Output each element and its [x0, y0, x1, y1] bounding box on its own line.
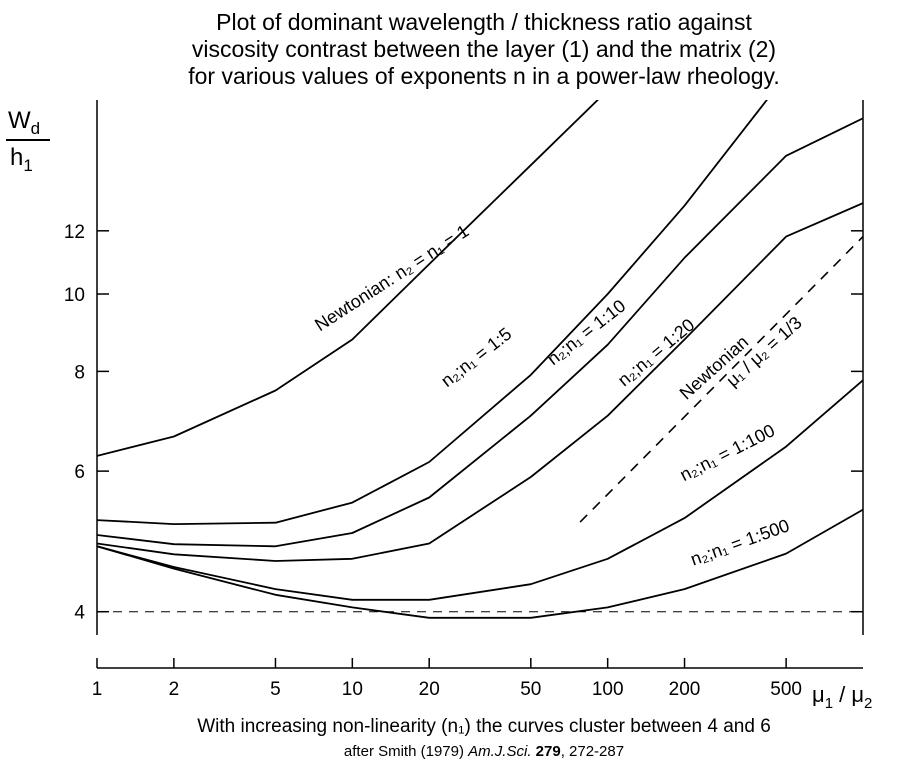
curve-label: n₂;n₁ = 1:100: [677, 420, 778, 485]
curve-label: n₂;n₁ = 1:500: [688, 515, 792, 569]
citation-part: , 272-287: [561, 743, 624, 760]
y-label-part: d: [31, 119, 40, 138]
curve: [97, 202, 863, 562]
x-label-part: 1: [825, 695, 833, 712]
dashed-curve: [579, 236, 863, 523]
y-tick-label: 12: [64, 222, 85, 243]
citation-part: Am.J.Sci.: [467, 743, 531, 760]
citation-part: 279: [531, 743, 560, 760]
y-tick-label: 4: [74, 603, 85, 624]
x-tick-label: 20: [419, 679, 440, 700]
title-line: viscosity contrast between the layer (1)…: [192, 36, 776, 62]
y-label-part: W: [8, 107, 31, 134]
x-label-part: μ: [812, 682, 825, 707]
x-tick-label: 500: [770, 679, 802, 700]
curve: [97, 117, 863, 548]
x-tick-label: 100: [592, 679, 624, 700]
y-label-part: 1: [23, 156, 32, 175]
x-label-part: 2: [864, 695, 872, 712]
curve-label: Newtonian: n₂ = n₁ = 1: [311, 221, 472, 335]
footer: With increasing non-linearity (n₁) the c…: [197, 716, 771, 737]
curve: [97, 100, 768, 525]
citation-part: after Smith (1979): [344, 743, 468, 760]
y-label-part: h: [10, 144, 23, 171]
title-line: Plot of dominant wavelength / thickness …: [216, 9, 752, 35]
y-label-bottom: h1: [10, 144, 33, 175]
plot-area: [97, 100, 863, 619]
curve: [97, 508, 863, 619]
y-label-top: Wd: [8, 107, 40, 138]
y-tick-label: 8: [74, 362, 85, 383]
x-tick-label: 5: [270, 679, 281, 700]
citation: after Smith (1979) Am.J.Sci. 279, 272-28…: [344, 743, 624, 760]
curve-label: n₂;n₁ = 1:10: [543, 296, 629, 369]
curve: [97, 100, 599, 457]
x-label-part: / μ: [833, 682, 864, 707]
x-tick-label: 50: [520, 679, 541, 700]
y-tick-label: 6: [74, 462, 85, 483]
curve: [97, 379, 863, 601]
x-tick-label: 1: [92, 679, 103, 700]
x-tick-label: 10: [342, 679, 363, 700]
x-tick-label: 200: [669, 679, 701, 700]
curve-label: n₂;n₁ = 1:5: [437, 324, 515, 391]
y-tick-label: 10: [64, 285, 85, 306]
x-tick-label: 2: [169, 679, 180, 700]
title-line: for various values of exponents n in a p…: [188, 63, 780, 89]
x-label: μ1 / μ2: [812, 682, 872, 712]
